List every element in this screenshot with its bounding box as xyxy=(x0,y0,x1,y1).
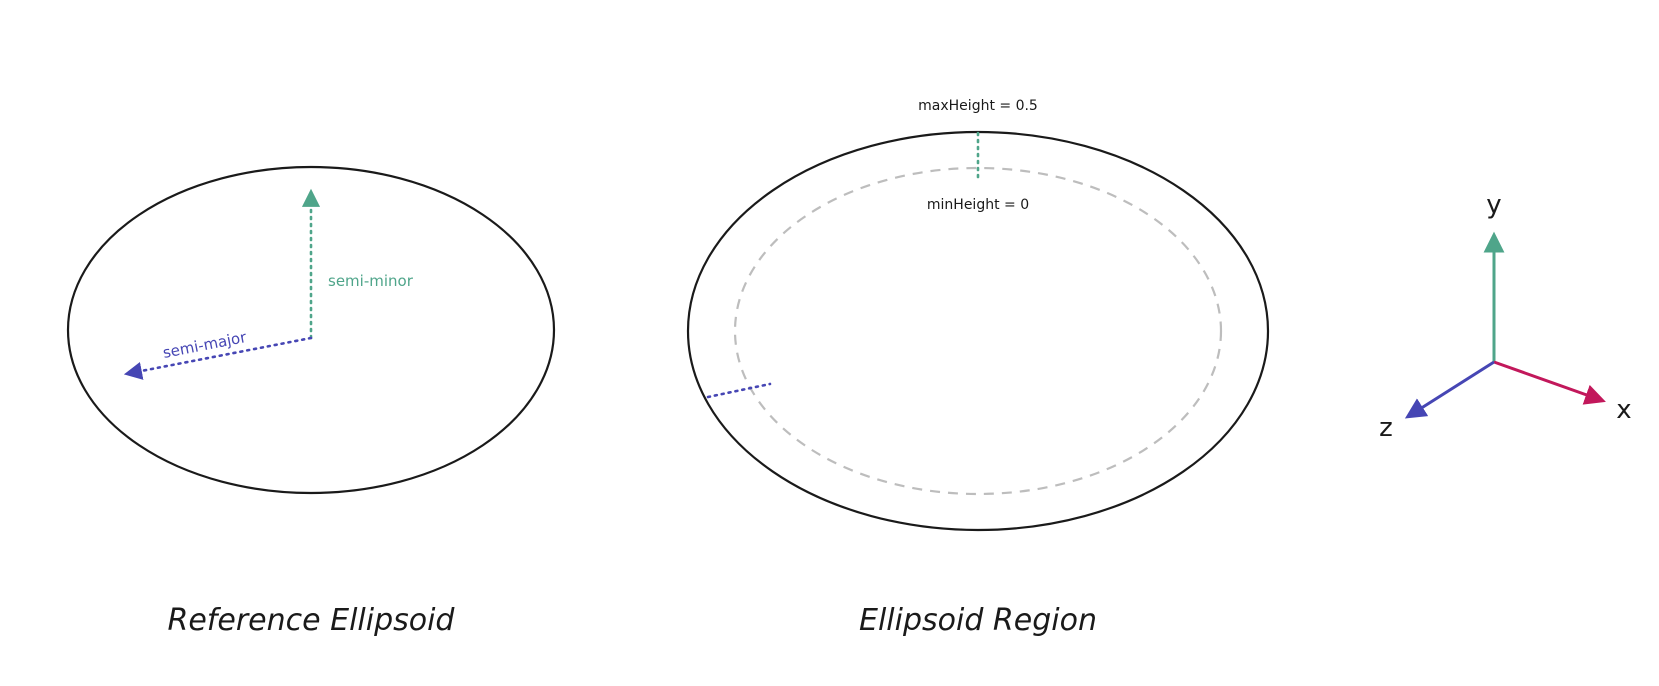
reference-ellipsoid-outline xyxy=(66,165,556,495)
z-axis-arrow xyxy=(1404,360,1495,419)
reference-ellipsoid-group: semi-minor semi-major Reference Ellipsoi… xyxy=(66,165,556,638)
height-range-marker-side xyxy=(706,382,772,399)
z-axis-label: z xyxy=(1379,413,1393,443)
coordinate-axes-group: y x z xyxy=(1379,190,1632,443)
ellipsoid-region-group: maxHeight = 0.5 minHeight = 0 Ellipsoid … xyxy=(686,98,1270,638)
y-axis-label: y xyxy=(1486,190,1501,220)
semi-minor-label: semi-minor xyxy=(328,272,414,290)
min-height-ellipsoid-dashed xyxy=(733,166,1223,496)
max-height-label: maxHeight = 0.5 xyxy=(918,98,1038,114)
min-height-label: minHeight = 0 xyxy=(927,197,1029,213)
ellipsoid-region-caption: Ellipsoid Region xyxy=(859,603,1097,638)
max-height-ellipsoid-outline xyxy=(686,130,1270,532)
x-axis-arrow xyxy=(1493,360,1606,405)
semi-major-arrow xyxy=(123,336,313,380)
x-axis-label: x xyxy=(1616,395,1631,425)
reference-ellipsoid-caption: Reference Ellipsoid xyxy=(168,603,456,638)
semi-major-label: semi-major xyxy=(161,328,248,362)
